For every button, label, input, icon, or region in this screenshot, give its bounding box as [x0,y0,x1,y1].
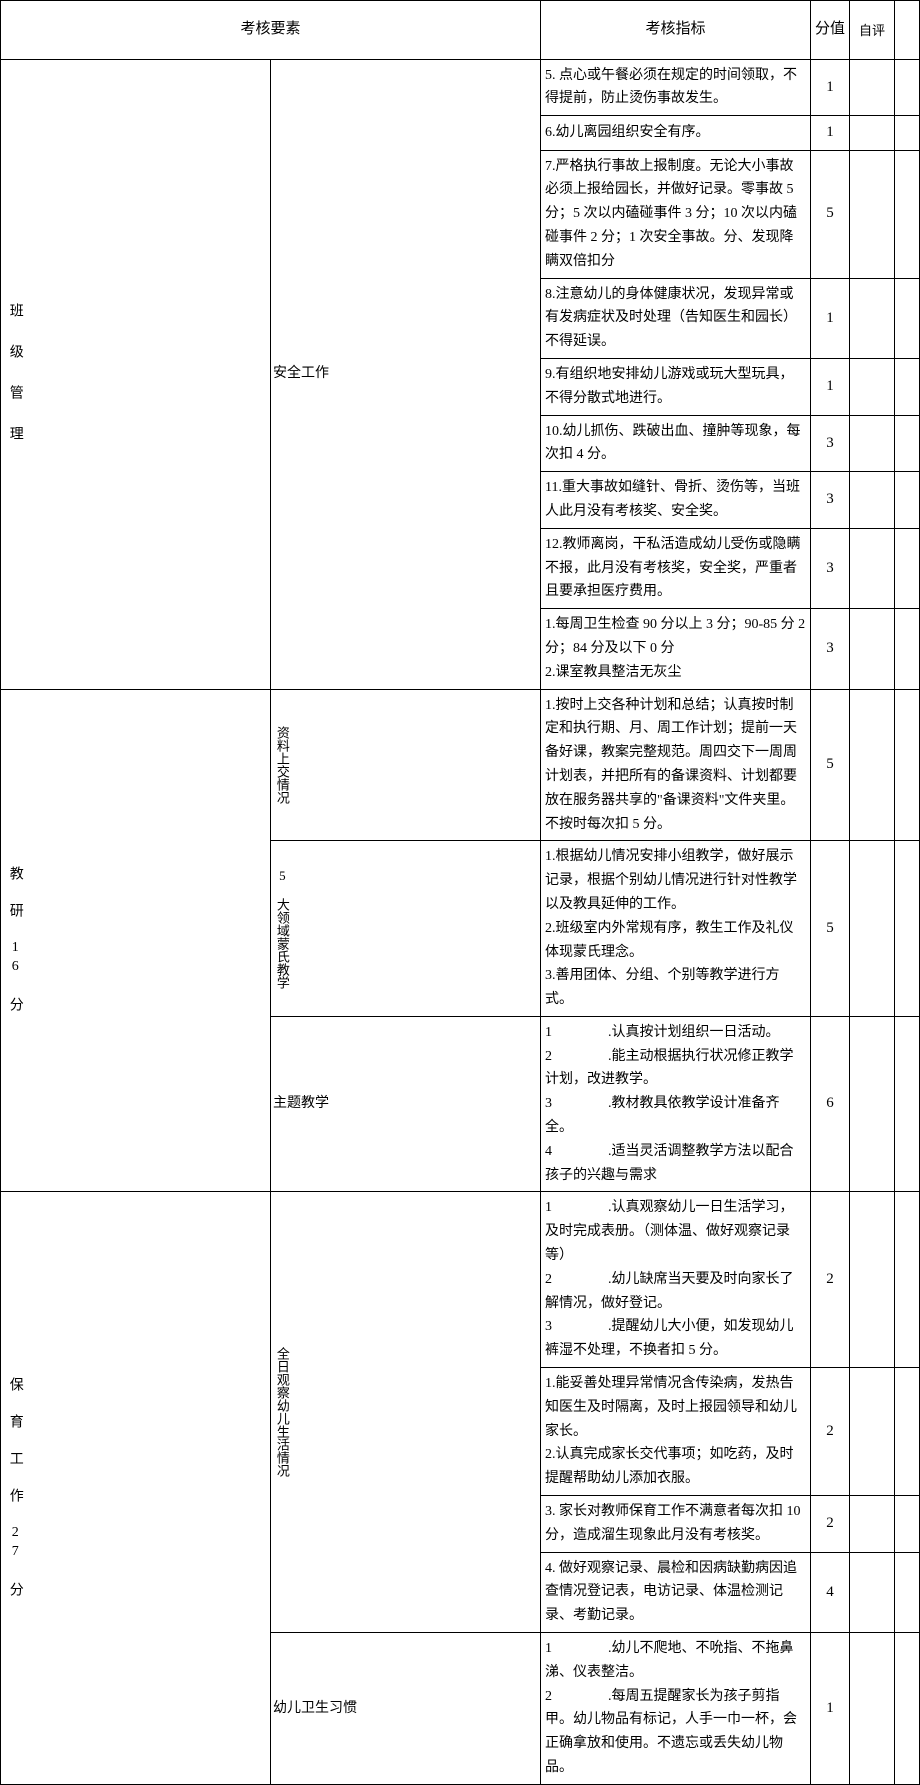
blank-cell [895,1016,920,1192]
indicator-cell: 12.教师离岗，干私活造成幼儿受伤或隐瞒不报，此月没有考核奖，安全奖，严重者且要… [541,528,811,608]
eval-cell[interactable] [850,472,895,529]
section-care: 保 育 工 作 27 分 [1,1192,271,1784]
indicator-cell: 10.幼儿抓伤、跌破出血、撞肿等现象，每次扣 4 分。 [541,415,811,472]
blank-cell [895,150,920,278]
score-cell: 1 [811,59,850,116]
sub-observation: 全日观察幼儿生活情况 [271,1192,541,1633]
eval-cell[interactable] [850,116,895,151]
sub-safety: 安全工作 [271,59,541,689]
blank-cell [895,1368,920,1496]
indicator-cell: 5. 点心或午餐必须在规定的时间领取，不得提前，防止烫伤事故发生。 [541,59,811,116]
table-row: 教 研 16 分 资料上交情况 1.按时上交各种计划和总结；认真按时制定和执行期… [1,689,920,841]
eval-cell[interactable] [850,1368,895,1496]
blank-cell [895,1633,920,1785]
eval-cell[interactable] [850,358,895,415]
eval-cell[interactable] [850,278,895,358]
indicator-cell: 1.按时上交各种计划和总结；认真按时制定和执行期、月、周工作计划；提前一天备好课… [541,689,811,841]
header-indicator: 考核指标 [541,1,811,60]
indicator-cell: 1 .认真观察幼儿一日生活学习，及时完成表册。（测体温、做好观察记录等） 2 .… [541,1192,811,1368]
score-cell: 5 [811,150,850,278]
section-class-mgmt: 班 级 管 理 [1,59,271,689]
score-cell: 4 [811,1552,850,1632]
score-cell: 3 [811,609,850,689]
eval-cell[interactable] [850,415,895,472]
blank-cell [895,609,920,689]
eval-cell[interactable] [850,1192,895,1368]
blank-cell [895,689,920,841]
blank-cell [895,59,920,116]
score-cell: 3 [811,415,850,472]
indicator-cell: 7.严格执行事故上报制度。无论大小事故必须上报给园长，并做好记录。零事故 5 分… [541,150,811,278]
indicator-cell: 1 .认真按计划组织一日活动。 2 .能主动根据执行状况修正教学计划，改进教学。… [541,1016,811,1192]
table-row: 班 级 管 理 安全工作 5. 点心或午餐必须在规定的时间领取，不得提前，防止烫… [1,59,920,116]
eval-cell[interactable] [850,609,895,689]
eval-cell[interactable] [850,689,895,841]
eval-cell[interactable] [850,841,895,1017]
score-cell: 1 [811,1633,850,1785]
indicator-cell: 8.注意幼儿的身体健康状况，发现异常或有发病症状及时处理（告知医生和园长）不得延… [541,278,811,358]
eval-cell[interactable] [850,1552,895,1632]
score-cell: 5 [811,689,850,841]
indicator-cell: 9.有组织地安排幼儿游戏或玩大型玩具，不得分散式地进行。 [541,358,811,415]
score-cell: 2 [811,1496,850,1553]
blank-cell [895,1192,920,1368]
score-cell: 6 [811,1016,850,1192]
score-cell: 3 [811,528,850,608]
score-cell: 2 [811,1192,850,1368]
header-score: 分值 [811,1,850,60]
blank-cell [895,1496,920,1553]
blank-cell [895,358,920,415]
header-element: 考核要素 [1,1,541,60]
indicator-cell: 4. 做好观察记录、晨检和因病缺勤病因追查情况登记表，电访记录、体温检测记录、考… [541,1552,811,1632]
header-self-eval: 自评 [850,1,895,60]
score-cell: 1 [811,358,850,415]
indicator-cell: 1.每周卫生检查 90 分以上 3 分；90-85 分 2 分；84 分及以下 … [541,609,811,689]
blank-cell [895,116,920,151]
blank-cell [895,278,920,358]
blank-cell [895,472,920,529]
eval-cell[interactable] [850,59,895,116]
eval-cell[interactable] [850,528,895,608]
blank-cell [895,528,920,608]
eval-cell[interactable] [850,150,895,278]
header-blank [895,1,920,60]
indicator-cell: 1 .幼儿不爬地、不吮指、不拖鼻涕、仪表整洁。 2 .每周五提醒家长为孩子剪指甲… [541,1633,811,1785]
indicator-cell: 11.重大事故如缝针、骨折、烫伤等，当班人此月没有考核奖、安全奖。 [541,472,811,529]
eval-cell[interactable] [850,1496,895,1553]
sub-domains: 5 大领域蒙氏教学 [271,841,541,1017]
section-teaching: 教 研 16 分 [1,689,271,1192]
blank-cell [895,415,920,472]
table-row: 保 育 工 作 27 分 全日观察幼儿生活情况 1 .认真观察幼儿一日生活学习，… [1,1192,920,1368]
sub-materials: 资料上交情况 [271,689,541,841]
header-row: 考核要素 考核指标 分值 自评 [1,1,920,60]
blank-cell [895,841,920,1017]
indicator-cell: 6.幼儿离园组织安全有序。 [541,116,811,151]
score-cell: 1 [811,278,850,358]
indicator-cell: 3. 家长对教师保育工作不满意者每次扣 10 分，造成溜生现象此月没有考核奖。 [541,1496,811,1553]
sub-theme: 主题教学 [271,1016,541,1192]
score-cell: 5 [811,841,850,1017]
score-cell: 1 [811,116,850,151]
eval-cell[interactable] [850,1016,895,1192]
score-cell: 2 [811,1368,850,1496]
blank-cell [895,1552,920,1632]
score-cell: 3 [811,472,850,529]
assessment-table: 考核要素 考核指标 分值 自评 班 级 管 理 安全工作 5. 点心或午餐必须在… [0,0,920,1785]
indicator-cell: 1.能妥善处理异常情况含传染病，发热告知医生及时隔离，及时上报园领导和幼儿家长。… [541,1368,811,1496]
indicator-cell: 1.根据幼儿情况安排小组教学，做好展示记录，根据个别幼儿情况进行针对性教学以及教… [541,841,811,1017]
sub-hygiene: 幼儿卫生习惯 [271,1633,541,1785]
eval-cell[interactable] [850,1633,895,1785]
